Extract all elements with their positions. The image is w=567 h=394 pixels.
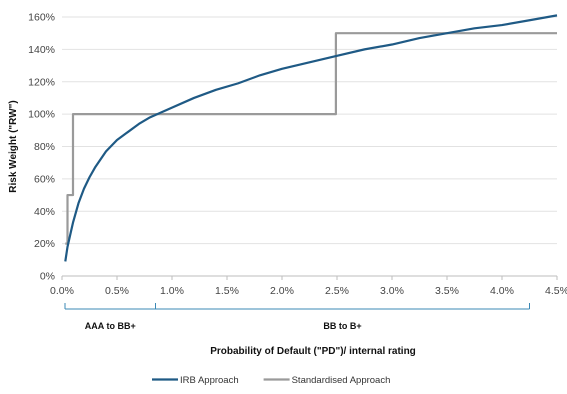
x-axis-title: Probability of Default ("PD")/ internal …: [210, 346, 416, 357]
y-tick-label: 140%: [28, 44, 55, 56]
y-tick-label: 20%: [34, 238, 55, 250]
band-label: BB to B+: [323, 321, 361, 331]
x-tick-label: 2.5%: [325, 285, 349, 297]
legend-label: IRB Approach: [180, 375, 239, 386]
series-lines: [64, 14, 558, 262]
y-tick-label: 80%: [34, 141, 55, 153]
x-tick-label: 3.5%: [435, 285, 459, 297]
y-axis-ticks: 0% 20% 40% 60% 80% 100% 120% 140% 160%: [28, 12, 55, 283]
x-tick-label: 4.5%: [545, 285, 567, 297]
x-tick-label: 1.5%: [215, 285, 239, 297]
x-axis-ticks: 0.0% 0.5% 1.0% 1.5% 2.0% 2.5% 3.0% 3.5% 4.0% 4.5%: [50, 276, 567, 297]
y-tick-label: 60%: [34, 173, 55, 185]
legend-label: Standardised Approach: [292, 375, 391, 386]
x-tick-label: 3.0%: [380, 285, 404, 297]
y-tick-label: 100%: [28, 109, 55, 121]
rating-bands: AAA to BB+ BB to B+: [64, 303, 530, 331]
y-tick-label: 0%: [40, 271, 55, 283]
y-tick-label: 120%: [28, 76, 55, 88]
legend: IRB Approach Standardised Approach: [152, 375, 390, 386]
band-label: AAA to BB+: [85, 321, 136, 331]
gridlines: [62, 16, 557, 245]
series-line-irb-approach: [64, 14, 558, 262]
y-tick-label: 160%: [28, 12, 55, 24]
x-tick-label: 0.5%: [105, 285, 129, 297]
series-line-standardised-approach: [65, 32, 557, 245]
x-tick-label: 1.0%: [160, 285, 184, 297]
y-axis-title: Risk Weight ("RW"): [8, 100, 19, 192]
x-tick-label: 0.0%: [50, 285, 74, 297]
x-tick-label: 4.0%: [490, 285, 514, 297]
y-tick-label: 40%: [34, 206, 55, 218]
x-tick-label: 2.0%: [270, 285, 294, 297]
